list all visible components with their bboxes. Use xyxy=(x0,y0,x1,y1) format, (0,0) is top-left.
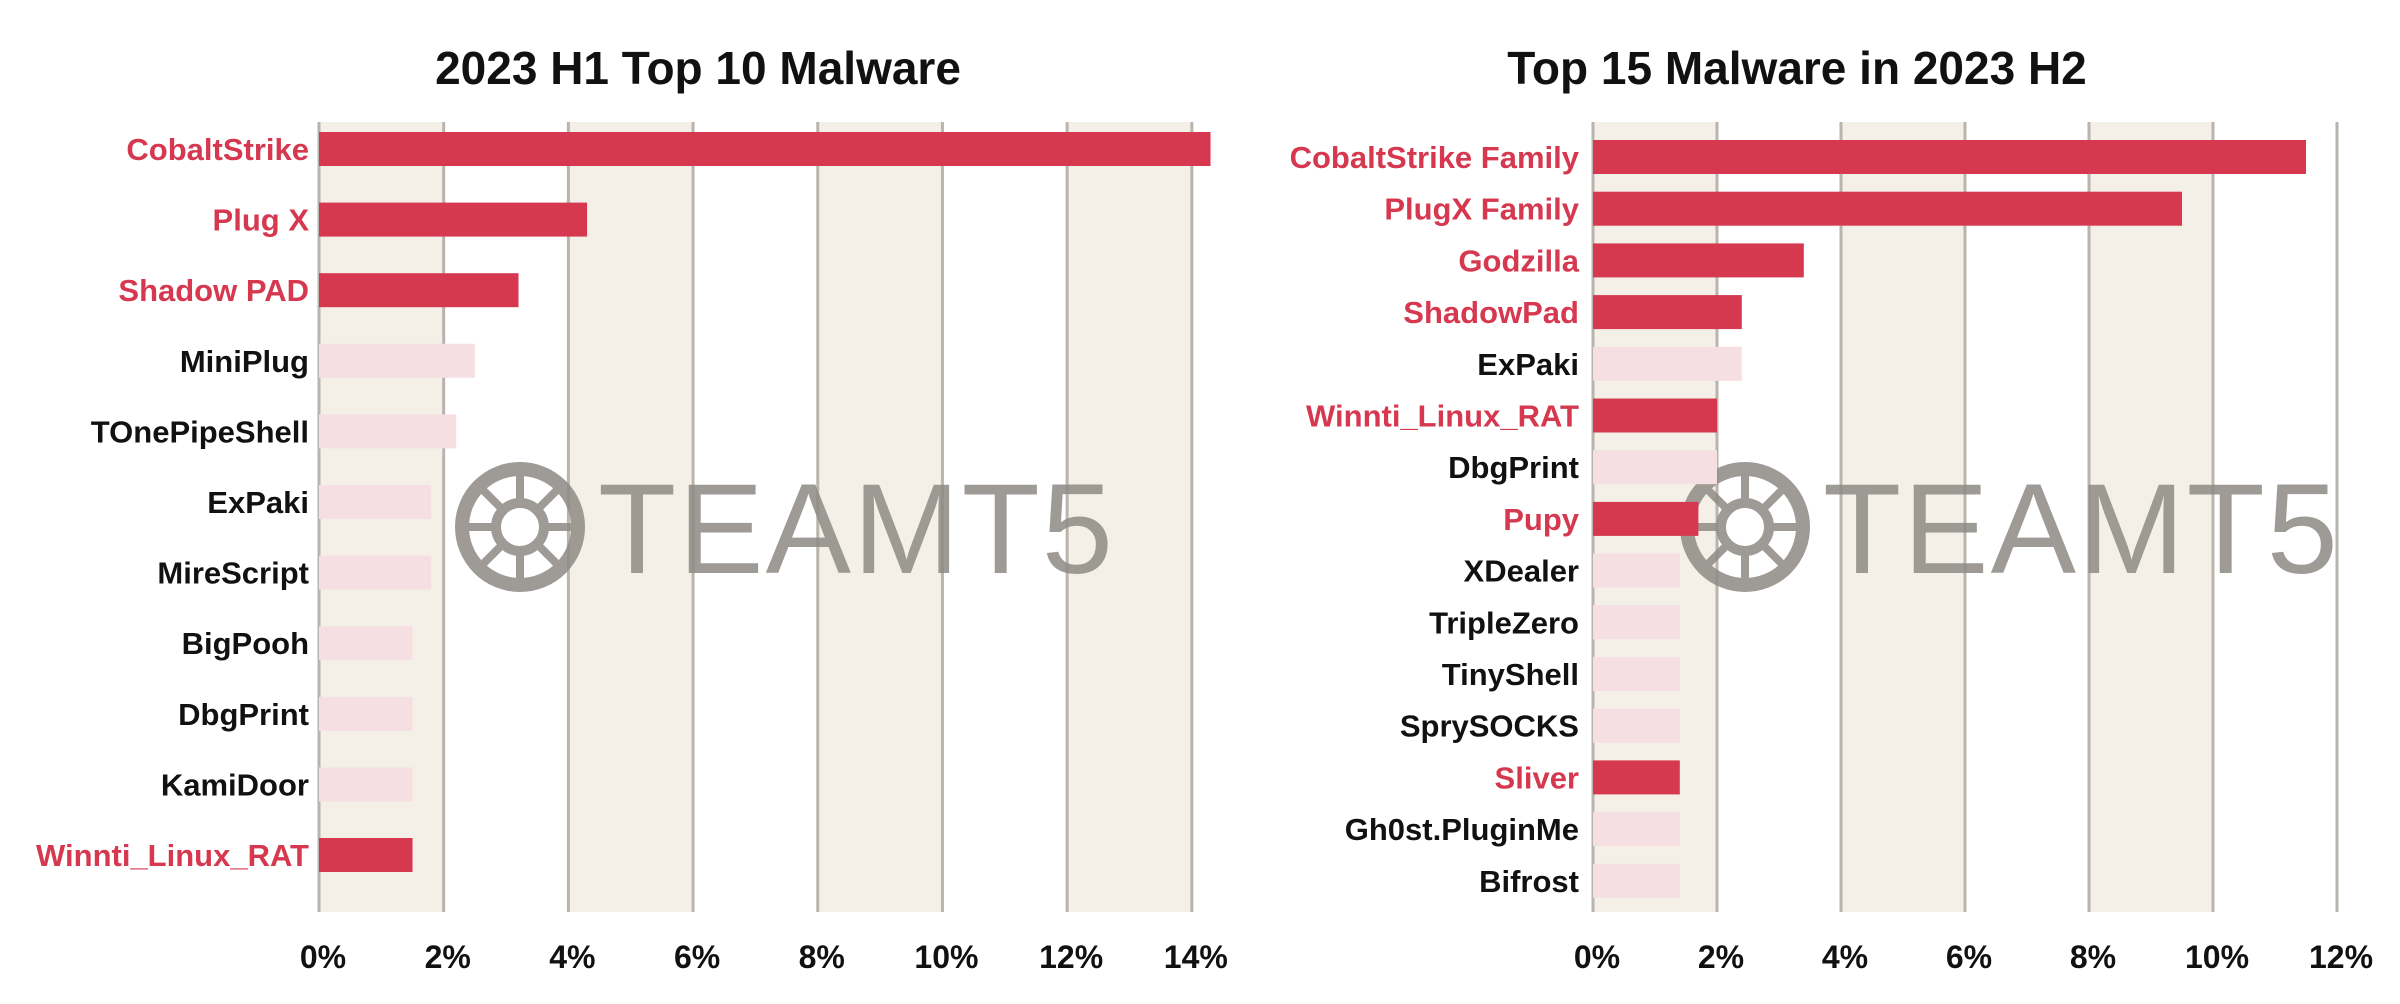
bar-expaki xyxy=(319,485,432,519)
category-label: PlugX Family xyxy=(1384,192,1579,227)
category-label: CobaltStrike Family xyxy=(1290,140,1580,175)
category-label: DbgPrint xyxy=(1448,450,1579,485)
bar-expaki xyxy=(1593,346,1742,381)
x-tick-label: 12% xyxy=(2309,939,2373,975)
spiderweb-icon-strand xyxy=(1759,541,1789,571)
background-band xyxy=(2089,122,2213,912)
bar-xdealer xyxy=(1593,553,1680,588)
spiderweb-icon-strand xyxy=(1701,483,1731,513)
bar-bifrost xyxy=(1593,863,1680,898)
category-label: Winnti_Linux_RAT xyxy=(36,838,309,873)
x-tick-label: 8% xyxy=(799,939,845,975)
category-label: XDealer xyxy=(1464,554,1579,589)
bar-dbgprint xyxy=(319,696,413,731)
bar-godzilla xyxy=(1593,243,1804,278)
category-label: TOnePipeShell xyxy=(91,414,309,449)
bar-cobaltstrike xyxy=(319,132,1211,166)
category-label: ExPaki xyxy=(1477,347,1579,382)
category-label: Pupy xyxy=(1503,502,1580,537)
category-label: Sliver xyxy=(1495,760,1579,795)
bar-kamidoor xyxy=(319,767,413,802)
category-label: TripleZero xyxy=(1429,605,1579,640)
x-tick-label: 10% xyxy=(2185,939,2249,975)
bar-gh0st-pluginme xyxy=(1593,812,1680,847)
background-band xyxy=(1067,122,1192,912)
category-label: Gh0st.PluginMe xyxy=(1345,812,1579,847)
category-label: MiniPlug xyxy=(180,344,309,379)
bar-miniplug xyxy=(319,343,475,378)
x-tick-label: 4% xyxy=(549,939,595,975)
bar-triplezero xyxy=(1593,605,1680,640)
spiderweb-icon-strand xyxy=(534,483,564,513)
category-label: ExPaki xyxy=(207,485,309,520)
chart-panel-2: TEAMT5 Top 15 Malware in 2023 H2 CobaltStr… xyxy=(1290,42,2373,975)
spiderweb-icon-strand xyxy=(1759,483,1789,513)
watermark-text: TEAMT5 xyxy=(1823,458,2340,601)
bar-plugx-family xyxy=(1593,191,2182,226)
category-label: Winnti_Linux_RAT xyxy=(1306,399,1579,434)
bar-tonepipeshell xyxy=(319,414,457,449)
bar-sprysocks xyxy=(1593,708,1680,743)
x-tick-label: 6% xyxy=(1946,939,1992,975)
chart-panel-1: TEAMT5 2023 H1 Top 10 Malware CobaltStrike… xyxy=(36,42,1228,975)
bar-winnti-linux-rat xyxy=(1593,398,1717,433)
category-label: DbgPrint xyxy=(178,697,309,732)
bar-plug-x xyxy=(319,202,588,237)
x-tick-label: 2% xyxy=(1698,939,1744,975)
x-tick-label: 8% xyxy=(2070,939,2116,975)
spiderweb-icon-strand xyxy=(534,541,564,571)
bar-dbgprint xyxy=(1593,450,1717,485)
chart-title: 2023 H1 Top 10 Malware xyxy=(435,42,961,94)
x-tick-label: 12% xyxy=(1039,939,1103,975)
spiderweb-icon-strand xyxy=(476,483,506,513)
x-tick-label: 14% xyxy=(1164,939,1228,975)
category-label: Plug X xyxy=(213,203,310,238)
x-tick-label: 0% xyxy=(300,939,346,975)
x-tick-label: 2% xyxy=(425,939,471,975)
spiderweb-icon-core xyxy=(491,498,549,556)
x-tick-label: 4% xyxy=(1822,939,1868,975)
spiderweb-icon-core xyxy=(1716,498,1774,556)
x-tick-label: 0% xyxy=(1574,939,1620,975)
category-label: CobaltStrike xyxy=(126,132,309,167)
category-label: Bifrost xyxy=(1479,864,1579,899)
category-label: BigPooh xyxy=(182,626,309,661)
bar-cobaltstrike-family xyxy=(1593,140,2306,174)
category-label: ShadowPad xyxy=(1403,295,1579,330)
category-label: TinyShell xyxy=(1442,657,1579,692)
category-label: Godzilla xyxy=(1458,243,1579,278)
category-label: KamiDoor xyxy=(161,767,309,802)
spiderweb-icon-strand xyxy=(476,541,506,571)
bar-pupy xyxy=(1593,501,1699,536)
watermark: TEAMT5 xyxy=(1680,458,2340,601)
bar-tinyshell xyxy=(1593,657,1680,691)
bar-shadowpad xyxy=(1593,295,1742,330)
background-band xyxy=(817,122,943,912)
spiderweb-icon-strand xyxy=(1701,541,1731,571)
bar-mirescript xyxy=(319,555,432,590)
bar-winnti-linux-rat xyxy=(319,838,413,872)
category-label: Shadow PAD xyxy=(118,273,309,308)
category-label: SprySOCKS xyxy=(1400,709,1579,744)
bar-sliver xyxy=(1593,760,1680,795)
category-label: MireScript xyxy=(157,556,309,591)
x-tick-label: 10% xyxy=(914,939,978,975)
watermark-text: TEAMT5 xyxy=(598,458,1115,601)
bar-shadow-pad xyxy=(319,273,519,308)
background-band xyxy=(568,122,694,912)
watermark: TEAMT5 xyxy=(455,458,1115,601)
background-band xyxy=(1841,122,1965,912)
chart-title: Top 15 Malware in 2023 H2 xyxy=(1507,42,2087,94)
x-tick-label: 6% xyxy=(674,939,720,975)
bar-bigpooh xyxy=(319,626,413,661)
